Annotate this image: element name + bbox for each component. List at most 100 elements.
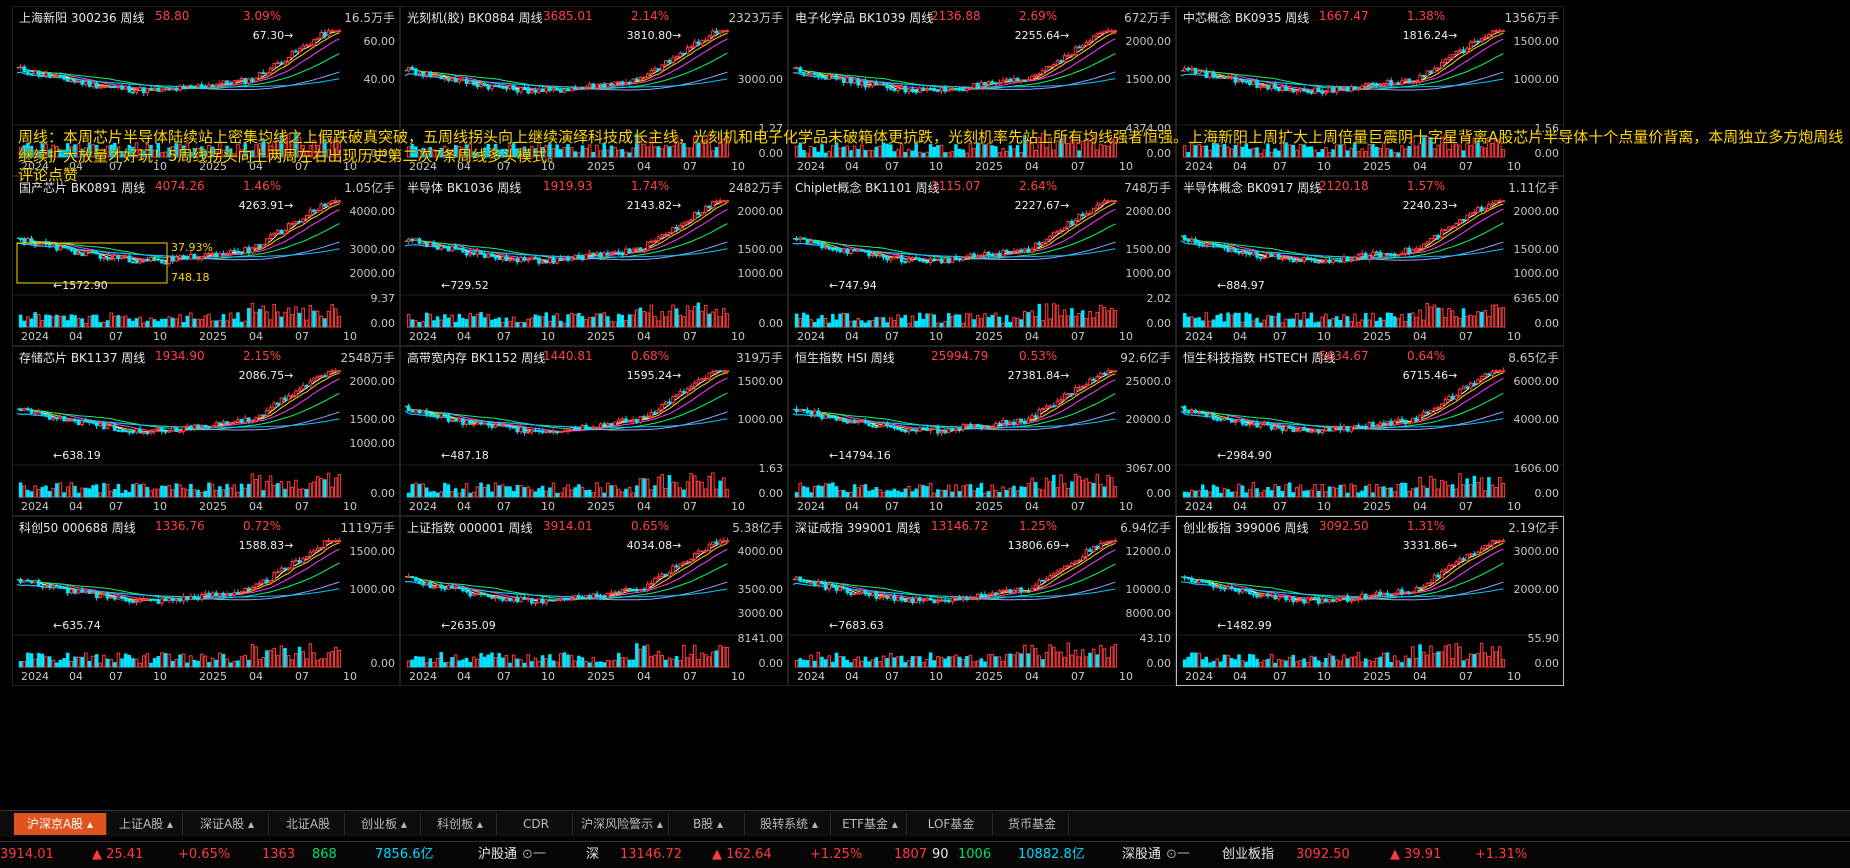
volume-bar [1479, 146, 1484, 158]
volume-bar [802, 659, 806, 668]
candle-body [109, 596, 113, 599]
candle-body [689, 385, 693, 389]
ma-line [1180, 392, 1504, 430]
volume-bar [678, 314, 683, 328]
volume-bar [638, 136, 643, 158]
candle-body [29, 73, 34, 76]
market-tab[interactable]: 深证A股 ▴ [186, 813, 269, 835]
market-tab[interactable]: 沪深京A股 ▴ [14, 813, 107, 835]
candle-body [501, 256, 505, 260]
kline-panel[interactable]: 创业板指 399006 周线 3092.50 1.31% 2.19亿手 3000.00 2… [1176, 516, 1564, 686]
volume-bar [1262, 489, 1267, 498]
panel-header: 电子化学品 BK1039 周线 2136.88 2.69% 672万手 [793, 9, 1171, 27]
market-tab[interactable]: 股转系统 ▴ [748, 813, 831, 835]
y-axis-label: 4374.00 [1126, 122, 1172, 135]
candle-body [65, 246, 70, 249]
market-tab[interactable]: 创业板 ▴ [348, 813, 421, 835]
volume-bar [185, 662, 190, 668]
volume-bar [210, 657, 215, 668]
kline-panel[interactable]: 中芯概念 BK0935 周线 1667.47 1.38% 1356万手 1500.00 1… [1176, 6, 1564, 176]
kline-panel[interactable]: 电子化学品 BK1039 周线 2136.88 2.69% 672万手 2000.00 1… [788, 6, 1176, 176]
market-tab[interactable]: 上证A股 ▴ [110, 813, 183, 835]
candle-body [65, 587, 70, 594]
sz-connect-label[interactable]: 深股通 [1122, 847, 1162, 862]
market-tab[interactable]: 沪深风险警示 ▴ [576, 813, 669, 835]
volume-bar [852, 484, 857, 498]
x-axis-label: 07 [885, 160, 899, 173]
candle-body [972, 253, 976, 258]
candle-body [878, 83, 882, 86]
volume-bar [330, 304, 334, 328]
volume-bar [142, 483, 146, 498]
candle-body [584, 595, 588, 599]
candle-body [1088, 378, 1092, 386]
kline-panel[interactable]: 光刻机(胶) BK0884 周线 3685.01 2.14% 2323万手 3000.0… [400, 6, 788, 176]
candle-body [1266, 422, 1270, 426]
kline-panel[interactable]: 存储芯片 BK1137 周线 1934.90 2.15% 2548万手 2000.00 1… [12, 346, 400, 516]
market-tab[interactable]: 科创板 ▴ [424, 813, 497, 835]
kline-panel[interactable]: 高带宽内存 BK1152 周线 1440.81 0.68% 319万手 1500.00 1… [400, 346, 788, 516]
candle-body [685, 387, 690, 393]
volume-bar [1472, 315, 1477, 328]
volume-bar [163, 485, 168, 498]
volume-bar [725, 313, 730, 328]
panel-pct: 0.72% [243, 519, 282, 533]
candle-body [446, 414, 451, 422]
volume-bar [80, 149, 84, 158]
candle-body [257, 414, 262, 418]
volume-bar [170, 489, 175, 498]
kline-panel[interactable]: 上证指数 000001 周线 3914.01 0.65% 5.38亿手 4000.00 3… [400, 516, 788, 686]
kline-panel[interactable]: 半导体 BK1036 周线 1919.93 1.74% 2482万手 2000.00 15… [400, 176, 788, 346]
candle-body [584, 86, 588, 89]
volume-bar [47, 490, 52, 498]
sh-connect-label[interactable]: 沪股通 [478, 847, 518, 862]
volume-bar [696, 302, 701, 328]
candle-body [606, 83, 610, 88]
market-tab[interactable]: ETF基金 ▴ [834, 813, 907, 835]
candle-body [428, 413, 433, 416]
volume-bar [1226, 489, 1230, 498]
candle-body [566, 597, 570, 600]
candle-body [486, 84, 491, 90]
sh-connect-icon[interactable]: ⊙一 [522, 847, 546, 862]
market-tab[interactable]: B股 ▴ [672, 813, 745, 835]
candle-body [453, 419, 458, 422]
candle-body [707, 205, 712, 209]
kline-panel[interactable]: 上海新阳 300236 周线 58.80 3.09% 16.5万手 60.00 40.00… [12, 6, 400, 176]
volume-bar [236, 660, 240, 668]
volume-bar [40, 142, 45, 158]
candle-body [511, 426, 516, 429]
candle-body [874, 591, 879, 599]
market-tab[interactable]: 北证A股 [272, 813, 345, 835]
kline-panel[interactable]: 恒生指数 HSI 周线 25994.79 0.53% 92.6亿手 25000.0 200… [788, 346, 1176, 516]
volume-bar [51, 316, 55, 328]
sz-connect-icon[interactable]: ⊙一 [1166, 847, 1190, 862]
volume-bar [620, 314, 625, 328]
candle-body [580, 86, 585, 89]
candle-body [838, 248, 842, 253]
candle-body [820, 581, 824, 584]
volume-bar [932, 492, 937, 498]
kline-panel[interactable]: 恒生科技指数 HSTECH 周线 5634.67 0.64% 8.65亿手 6000.0… [1176, 346, 1564, 516]
market-tab[interactable]: LOF基金 [910, 813, 993, 835]
market-tab[interactable]: 货币基金 [996, 813, 1069, 835]
candle-body [406, 576, 411, 579]
candle-body [867, 251, 871, 257]
volume-bar [1258, 322, 1263, 328]
kline-panel[interactable]: Chiplet概念 BK1101 周线 2115.07 2.64% 748万手 2000… [788, 176, 1176, 346]
market-tab[interactable]: CDR [500, 813, 573, 835]
volume-bar [493, 657, 498, 668]
kline-panel[interactable]: 科创50 000688 周线 1336.76 0.72% 1119万手 1500.00 1… [12, 516, 400, 686]
volume-bar [1306, 146, 1310, 158]
volume-bar [656, 320, 661, 328]
cyb-index-pct: +1.31% [1475, 847, 1528, 862]
volume-bar [627, 152, 632, 158]
volume-bar [482, 317, 487, 328]
comment-footer[interactable]: 评论点赞 [18, 166, 79, 184]
kline-panel[interactable]: 国产芯片 BK0891 周线 4074.26 1.46% 1.05亿手 4000.00 3… [12, 176, 400, 346]
kline-panel[interactable]: 半导体概念 BK0917 周线 2120.18 1.57% 1.11亿手 2000.00… [1176, 176, 1564, 346]
high-annotation: 2255.64→ [1015, 29, 1070, 42]
volume-bar [1494, 304, 1498, 328]
kline-panel[interactable]: 深证成指 399001 周线 13146.72 1.25% 6.94亿手 12000.0… [788, 516, 1176, 686]
volume-bar [997, 656, 1002, 668]
